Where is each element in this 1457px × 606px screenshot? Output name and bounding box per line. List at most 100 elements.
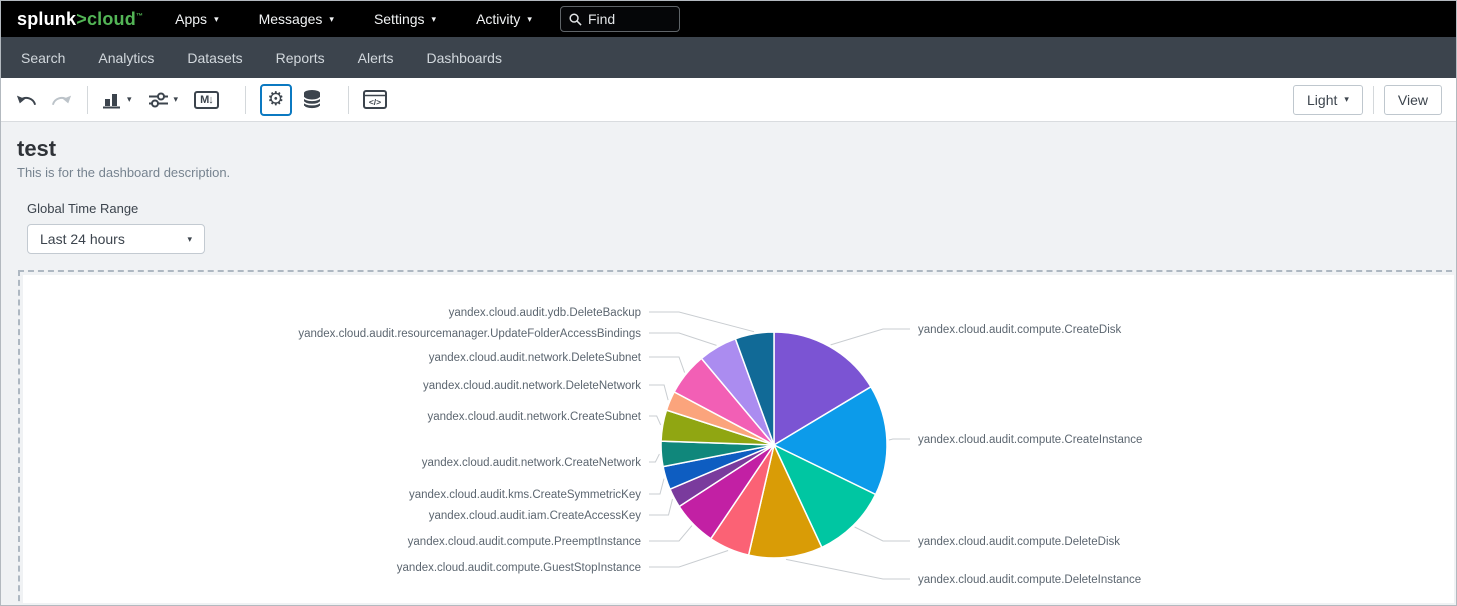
pie-callout-line — [888, 438, 910, 441]
gear-icon: ⚙ — [267, 88, 285, 110]
pie-slice-label: yandex.cloud.audit.kms.CreateSymmetricKe… — [409, 489, 641, 501]
button-divider — [1372, 85, 1374, 114]
nav-reports[interactable]: Reports — [275, 49, 325, 66]
pie-slice-label: yandex.cloud.audit.iam.CreateAccessKey — [429, 510, 641, 522]
menu-settings-label: Settings — [373, 11, 425, 27]
time-range-label: Global Time Range — [27, 201, 139, 216]
menu-messages[interactable]: Messages ▾ — [259, 11, 334, 27]
search-icon — [569, 12, 582, 26]
menu-messages-label: Messages — [258, 11, 323, 27]
add-chart-button[interactable]: ▾ — [102, 91, 132, 109]
editor-toolbar: ▾ ▾ M↓ ⚙ — [1, 78, 1456, 122]
menu-apps-label: Apps — [175, 11, 208, 27]
source-editor-button[interactable]: </> — [362, 90, 387, 109]
pie-callout-line — [649, 384, 669, 401]
view-label: View — [1397, 91, 1428, 108]
menu-apps[interactable]: Apps ▾ — [175, 11, 218, 27]
pie-slice-label: yandex.cloud.audit.network.DeleteNetwork — [423, 380, 641, 392]
page-title: test — [17, 136, 57, 161]
toolbar-divider — [347, 85, 349, 114]
nav-datasets[interactable]: Datasets — [187, 49, 243, 66]
database-icon — [302, 90, 321, 110]
data-sources-button[interactable] — [302, 89, 322, 110]
logo-trademark: ™ — [135, 12, 144, 20]
add-markdown-button[interactable]: M↓ — [194, 90, 219, 109]
pie-slice[interactable] — [772, 385, 888, 496]
pie-callout-line — [830, 328, 910, 346]
undo-icon[interactable] — [15, 91, 38, 108]
svg-text:</>: </> — [369, 97, 381, 107]
find-placeholder: Find — [587, 11, 616, 27]
pie-slice-label: yandex.cloud.audit.compute.DeleteDisk — [918, 536, 1120, 548]
top-menu-bar: Apps ▾ Messages ▾ Settings ▾ Activity ▾ — [175, 11, 532, 27]
toolbar-divider — [87, 85, 88, 114]
pie-chart-panel[interactable]: yandex.cloud.audit.compute.CreateDisk yan… — [23, 275, 1454, 603]
nav-dashboards[interactable]: Dashboards — [426, 49, 502, 66]
pie-slice-label: yandex.cloud.audit.compute.CreateDisk — [918, 324, 1122, 336]
theme-label: Light — [1307, 91, 1338, 108]
menu-activity-label: Activity — [476, 11, 521, 27]
chevron-down-icon: ▾ — [173, 95, 179, 105]
pie-slice[interactable] — [747, 442, 823, 559]
pie-slice[interactable] — [773, 331, 872, 447]
dashboard-canvas[interactable]: yandex.cloud.audit.compute.CreateDisk yan… — [18, 270, 1456, 605]
markdown-icon: M↓ — [194, 90, 219, 109]
splunk-cloud-logo[interactable]: splunk>cloud™ — [17, 9, 143, 30]
page-head: test This is for the dashboard descripti… — [1, 122, 1456, 180]
top-bar: splunk>cloud™ Apps ▾ Messages ▾ Settings… — [1, 1, 1456, 37]
logo-brand: splunk — [17, 8, 77, 29]
pie-slice-label: yandex.cloud.audit.compute.GuestStopInst… — [397, 562, 641, 574]
pie-callout-line — [649, 498, 673, 516]
menu-activity[interactable]: Activity ▾ — [476, 11, 532, 27]
pie-callout-line — [649, 332, 717, 346]
logo-separator: > — [76, 8, 87, 29]
pie-callout-line — [649, 415, 662, 426]
toolbar-divider — [244, 85, 246, 114]
find-search-input[interactable]: Find — [559, 6, 680, 32]
pie-slice-label: yandex.cloud.audit.compute.DeleteInstanc… — [918, 574, 1141, 586]
pie-callout-line — [785, 558, 910, 580]
pie-callout-line — [649, 311, 755, 333]
pie-chart: yandex.cloud.audit.compute.CreateDisk yan… — [298, 307, 1142, 586]
add-input-button[interactable]: ▾ — [148, 91, 179, 109]
chevron-down-icon: ▾ — [127, 95, 132, 105]
pie-slice[interactable] — [772, 443, 877, 549]
pie-slice[interactable] — [734, 331, 775, 446]
logo-product: cloud — [86, 8, 136, 29]
view-button[interactable]: View — [1383, 84, 1442, 115]
chevron-down-icon: ▾ — [214, 14, 219, 25]
sliders-icon — [148, 92, 168, 107]
pie-slice-label: yandex.cloud.audit.network.CreateNetwork — [422, 457, 642, 469]
app-nav-bar: Search Analytics Datasets Reports Alerts… — [1, 37, 1456, 78]
pie-slice-label: yandex.cloud.audit.ydb.DeleteBackup — [449, 307, 641, 319]
time-range-dropdown[interactable]: Last 24 hours ▾ — [27, 224, 205, 254]
chevron-down-icon: ▾ — [187, 234, 192, 245]
pie-slice-label: yandex.cloud.audit.network.DeleteSubnet — [429, 352, 642, 364]
pie-slice-label: yandex.cloud.audit.network.CreateSubnet — [427, 411, 641, 423]
pie-slice-label: yandex.cloud.audit.resourcemanager.Updat… — [298, 328, 641, 340]
chevron-down-icon: ▾ — [527, 14, 532, 25]
dashboard-settings-button-selected[interactable]: ⚙ — [259, 83, 292, 116]
nav-alerts[interactable]: Alerts — [357, 49, 394, 66]
time-range-value: Last 24 hours — [40, 231, 125, 247]
pie-callout-line — [649, 356, 686, 373]
nav-search[interactable]: Search — [21, 49, 66, 66]
pie-slice-label: yandex.cloud.audit.compute.CreateInstanc… — [918, 434, 1142, 446]
theme-select-button[interactable]: Light ▾ — [1293, 84, 1363, 115]
bar-chart-icon — [103, 93, 120, 108]
menu-settings[interactable]: Settings ▾ — [374, 11, 436, 27]
pie-callout-line — [854, 526, 910, 542]
pie-slice-label: yandex.cloud.audit.compute.PreemptInstan… — [408, 536, 641, 548]
chevron-down-icon: ▾ — [431, 14, 437, 25]
chevron-down-icon: ▾ — [329, 14, 334, 25]
page-description: This is for the dashboard description. — [17, 165, 231, 180]
pie-callout-line — [649, 478, 665, 495]
pie-callout-line — [649, 453, 660, 463]
pie-callout-line — [649, 550, 729, 568]
nav-analytics[interactable]: Analytics — [98, 49, 155, 66]
pie-callout-line — [649, 525, 693, 542]
chevron-down-icon: ▾ — [1344, 95, 1349, 105]
code-icon: </> — [362, 90, 387, 109]
redo-icon[interactable] — [50, 91, 73, 108]
